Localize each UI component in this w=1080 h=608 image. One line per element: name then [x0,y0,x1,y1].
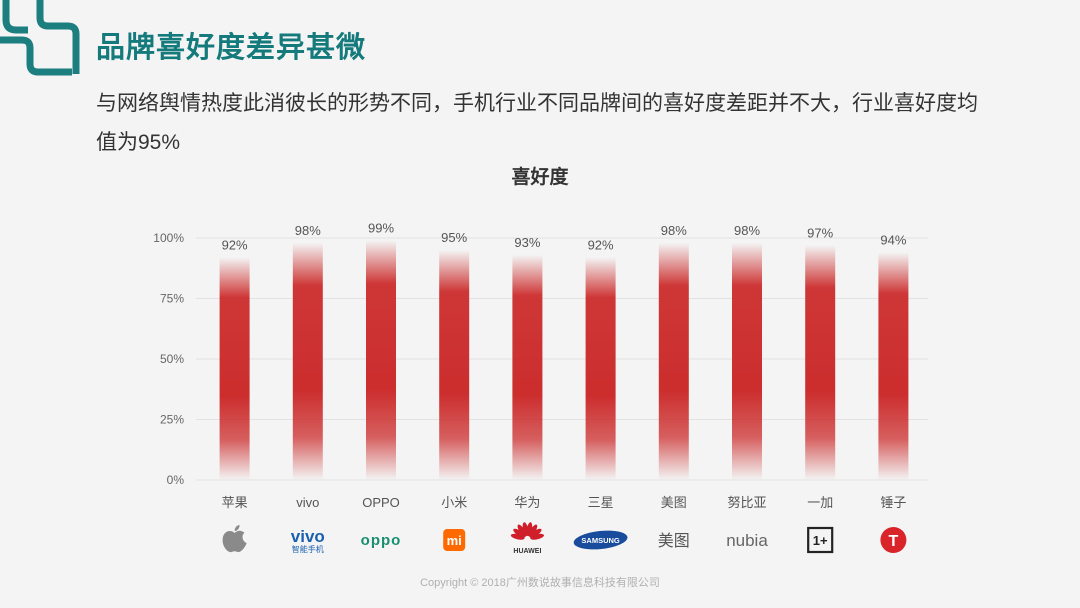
bar-9 [878,252,909,480]
huawei-logo: HUAWEI [510,522,544,555]
page-title: 品牌喜好度差异甚微 [96,32,367,64]
bar-2 [366,240,396,480]
data-label: 93% [514,235,540,250]
data-label: 98% [734,223,760,238]
svg-text:智能手机: 智能手机 [292,544,324,554]
category-label: 锤子 [880,495,906,510]
category-label: 一加 [807,495,833,510]
svg-text:mi: mi [447,533,462,548]
category-label: 美图 [661,495,687,510]
chart-title: 喜好度 [511,167,569,188]
category-label: OPPO [362,495,400,510]
bar-1 [292,242,323,480]
svg-text:1+: 1+ [813,533,828,548]
data-label: 97% [807,225,833,240]
oppo-logo: oppo [361,532,402,549]
y-tick-label: 0% [167,473,185,487]
svg-text:oppo: oppo [361,532,402,549]
svg-text:SAMSUNG: SAMSUNG [581,536,620,545]
category-label: 苹果 [222,495,248,510]
category-label: 华为 [514,495,540,510]
data-label: 92% [222,237,248,252]
smartisan-logo: T [880,527,907,553]
bar-7 [732,242,762,480]
data-label: 99% [368,220,394,235]
apple-icon [222,525,247,553]
svg-text:T: T [889,533,899,550]
bar-6 [658,242,689,480]
y-tick-label: 100% [153,231,184,245]
page-subtitle: 与网络舆情热度此消彼长的形势不同，手机行业不同品牌间的喜好度差距并不大，行业喜好… [96,92,978,154]
category-label: vivo [296,495,319,510]
y-tick-label: 25% [160,413,184,427]
meitu-logo: 美图 [658,532,690,550]
y-tick-label: 75% [160,292,184,306]
data-label: 95% [441,230,467,245]
svg-text:HUAWEI: HUAWEI [513,548,541,555]
bar-3 [439,250,470,480]
corner-logo [0,0,80,76]
category-label: 三星 [588,495,614,510]
data-label: 92% [588,237,614,252]
y-tick-label: 50% [160,352,184,366]
oneplus-logo: 1+ [807,526,834,554]
copyright-footer: Copyright © 2018广州数说故事信息科技有限公司 [420,577,660,589]
mi-logo: mi [443,529,466,551]
bar-0 [219,257,250,480]
nubia-logo: nubia [726,531,768,550]
svg-text:美图: 美图 [658,532,690,550]
bar-5 [585,257,616,480]
bar-4 [512,254,543,480]
data-label: 98% [295,223,321,238]
bar-8 [805,245,836,480]
samsung-logo: SAMSUNG [573,530,628,550]
data-label: 94% [880,233,906,248]
svg-text:nubia: nubia [726,531,768,550]
svg-text:vivo: vivo [291,527,325,546]
category-label: 小米 [441,495,467,510]
data-label: 98% [661,223,687,238]
category-label: 努比亚 [727,495,766,510]
